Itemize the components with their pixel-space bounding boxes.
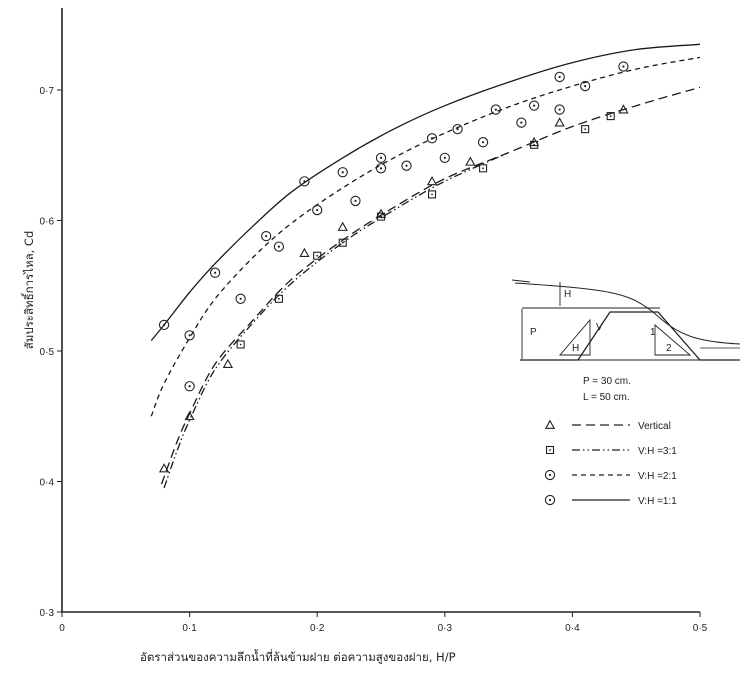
inset-label-h2: H xyxy=(572,343,579,354)
data-point-series-1 xyxy=(337,221,348,231)
data-point-series-4 xyxy=(209,267,221,278)
data-point-series-4 xyxy=(184,330,195,341)
legend-label-series-4: V:H =1:1 xyxy=(638,496,677,507)
x-tick-label: 0·4 xyxy=(565,623,580,634)
data-point-series-3 xyxy=(439,152,450,164)
inset-label-h: H xyxy=(564,289,571,300)
x-tick-label: 0·3 xyxy=(438,623,453,634)
data-point-series-3 xyxy=(401,160,412,171)
data-point-series-4 xyxy=(299,176,310,187)
legend-label-series-3: V:H =2:1 xyxy=(638,471,677,482)
x-tick-label: 0·2 xyxy=(310,623,325,634)
y-tick-label: 0·5 xyxy=(40,347,55,358)
data-point-series-3 xyxy=(184,381,195,392)
data-point-series-4 xyxy=(490,104,501,115)
legend-marker-series-3 xyxy=(544,469,556,481)
axes xyxy=(61,8,700,613)
weir-profile xyxy=(520,311,740,361)
inset-l-value: L = 50 cm. xyxy=(583,392,630,403)
upstream-flow-line xyxy=(511,279,531,283)
inset-label-p: P xyxy=(530,327,537,338)
data-point-series-3 xyxy=(554,104,565,115)
y-tick-label: 0·6 xyxy=(40,217,55,228)
data-point-series-4 xyxy=(452,123,463,135)
data-point-series-2 xyxy=(479,164,488,173)
curves xyxy=(150,43,701,489)
data-point-series-2 xyxy=(606,112,615,121)
data-point-series-2 xyxy=(376,212,386,221)
data-point-series-2 xyxy=(530,140,539,149)
y-tick-label: 0·3 xyxy=(40,608,55,619)
y-tick-label: 0·7 xyxy=(40,86,55,97)
inset-label-one: 1 xyxy=(650,327,656,338)
y-ticks: 0·3 0·4 0·5 0·6 0·7 xyxy=(40,86,62,619)
inset-label-two: 2 xyxy=(666,343,672,354)
data-point-series-1 xyxy=(158,463,170,473)
curve-series-4 xyxy=(150,43,701,341)
data-point-series-4 xyxy=(580,80,591,92)
data-point-series-3 xyxy=(477,137,489,148)
legend: Vertical V:H =3:1 V:H =2:1 V:H =1:1 xyxy=(544,419,677,507)
downstream-slope-triangle xyxy=(654,324,692,356)
data-point-series-3 xyxy=(273,241,285,252)
legend-marker-series-4 xyxy=(544,494,556,506)
data-point-series-4 xyxy=(554,71,565,83)
data-point-series-1 xyxy=(299,247,310,258)
upstream-slope-triangle xyxy=(559,318,591,356)
data-point-series-3 xyxy=(375,163,387,174)
x-tick-label: 0 xyxy=(59,623,65,634)
data-point-series-2 xyxy=(313,251,322,260)
data-point-series-3 xyxy=(350,195,361,207)
data-point-series-3 xyxy=(516,117,527,128)
data-point-series-2 xyxy=(338,238,347,247)
data-point-series-3 xyxy=(261,231,272,242)
data-point-series-1 xyxy=(222,358,234,368)
curve-series-2 xyxy=(163,152,509,489)
data-point-series-4 xyxy=(235,293,246,304)
inset-label-v: V xyxy=(596,322,603,333)
data-point-series-4 xyxy=(158,319,170,331)
data-point-series-4 xyxy=(312,204,323,216)
legend-marker-series-2 xyxy=(545,445,555,455)
data-point-series-4 xyxy=(426,133,438,144)
x-tick-label: 0·1 xyxy=(182,623,197,634)
x-ticks: 0 0·1 0·2 0·3 0·4 0·5 xyxy=(59,612,708,634)
data-point-series-1 xyxy=(426,176,438,186)
legend-marker-series-1 xyxy=(544,419,556,429)
data-point-series-1 xyxy=(618,104,629,114)
data-point-series-4 xyxy=(337,167,348,178)
data-point-series-4 xyxy=(528,100,540,111)
legend-label-series-2: V:H =3:1 xyxy=(638,446,677,457)
data-point-series-2 xyxy=(427,190,437,199)
y-axis-title: สัมประสิทธิ์การไหล, Cd xyxy=(20,231,36,350)
data-point-series-1 xyxy=(465,156,476,166)
data-point-series-1 xyxy=(554,117,565,127)
x-tick-label: 0·5 xyxy=(693,623,708,634)
curve-series-3 xyxy=(150,56,701,417)
curve-series-1 xyxy=(160,86,701,485)
legend-label-series-1: Vertical xyxy=(638,421,671,432)
data-point-series-2 xyxy=(274,294,283,303)
data-point-series-1 xyxy=(184,410,195,421)
data-point-series-2 xyxy=(236,340,245,349)
data-points xyxy=(158,61,629,473)
data-point-series-4 xyxy=(618,61,629,72)
x-axis-title: อัตราส่วนของความลึกน้ำที่ล้นข้ามฝาย ต่อค… xyxy=(140,649,456,664)
data-point-series-2 xyxy=(581,125,590,134)
inset-p-value: P = 30 cm. xyxy=(583,376,631,387)
y-tick-label: 0·4 xyxy=(40,478,55,489)
water-surface-line xyxy=(514,282,740,345)
data-point-series-4 xyxy=(375,152,387,164)
weir-cross-section-inset: H P V H 1 2 P = 30 cm. L = 50 cm. xyxy=(511,279,740,403)
